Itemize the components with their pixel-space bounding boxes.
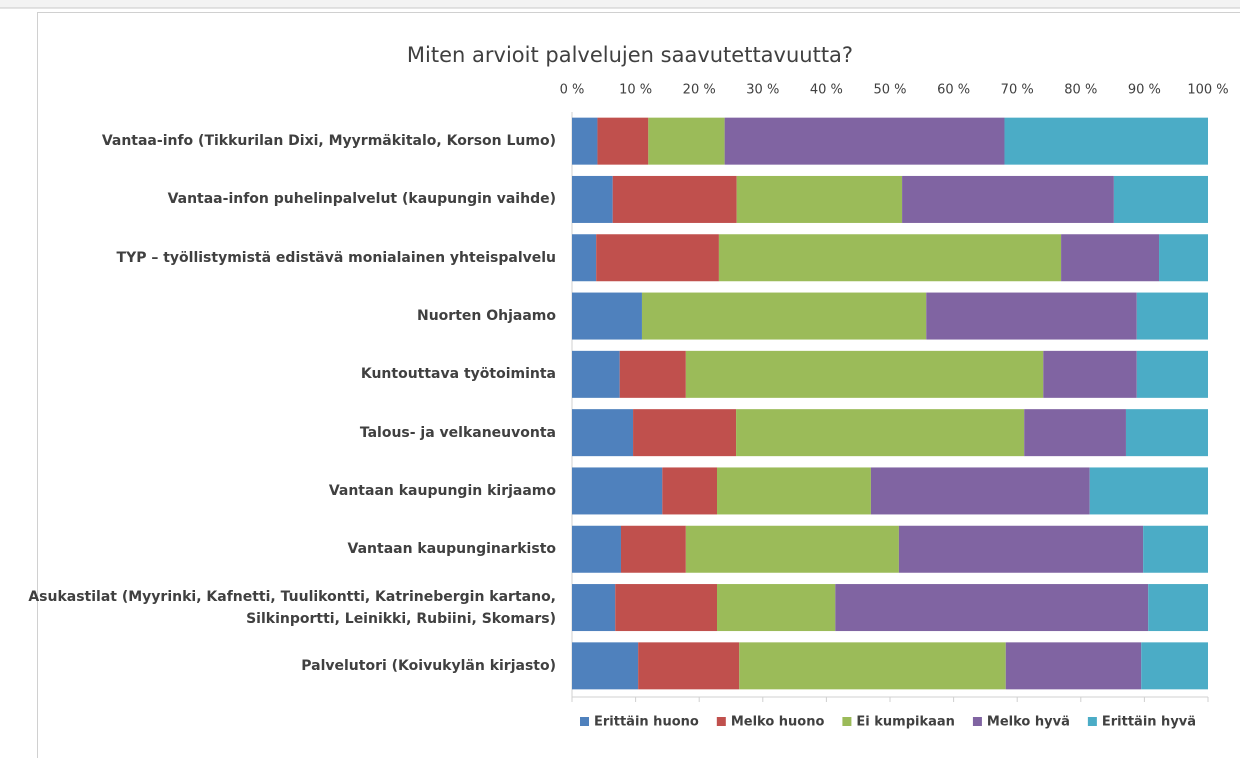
- x-tick-label: 80 %: [1064, 83, 1097, 98]
- bar-segment: [835, 584, 1149, 632]
- x-tick-label: 40 %: [810, 83, 843, 98]
- bar-segment: [718, 234, 1062, 282]
- legend-label: Erittäin huono: [594, 715, 699, 730]
- legend-swatch: [716, 717, 726, 726]
- category-label: Asukastilat (Myyrinki, Kafnetti, Tuuliko…: [28, 588, 556, 627]
- bar-segment: [1136, 350, 1208, 398]
- x-tick-label: 0 %: [560, 83, 585, 98]
- bar-segment: [1004, 117, 1208, 165]
- bar-segment: [641, 292, 927, 340]
- bar-segment: [620, 525, 686, 573]
- bar-segment: [572, 350, 620, 398]
- legend-label: Erittäin hyvä: [1102, 715, 1196, 730]
- bar-segment: [572, 467, 663, 515]
- bar-segment: [1005, 642, 1142, 690]
- x-tick-label: 60 %: [937, 83, 970, 98]
- bar-segment: [724, 117, 1005, 165]
- category-label: Kuntouttava työtoiminta: [360, 366, 556, 383]
- category-label: Palvelutori (Koivukylän kirjasto): [301, 657, 556, 674]
- bar-segment: [572, 525, 621, 573]
- bar-segment: [736, 175, 903, 223]
- x-tick-label: 100 %: [1187, 83, 1228, 98]
- sheet-strip: [0, 0, 1240, 8]
- x-tick-label: 50 %: [873, 83, 906, 98]
- category-label: Vantaan kaupungin kirjaamo: [328, 482, 556, 499]
- chart-title: Miten arvioit palvelujen saavutettavuutt…: [407, 43, 853, 67]
- bar-segment: [685, 350, 1044, 398]
- bar-segment: [1136, 292, 1208, 340]
- bar-segment: [597, 117, 649, 165]
- bar-segment: [736, 409, 1025, 457]
- bar-segment: [612, 175, 737, 223]
- bar-segment: [572, 409, 634, 457]
- bar-segment: [1024, 409, 1126, 457]
- bar-segment: [717, 584, 836, 632]
- legend-swatch: [972, 717, 982, 726]
- x-tick-label: 30 %: [746, 83, 779, 98]
- x-tick-label: 70 %: [1001, 83, 1034, 98]
- bar-segment: [572, 175, 613, 223]
- bar-segment: [717, 467, 871, 515]
- bar-segment: [1148, 584, 1208, 632]
- bar-segment: [898, 525, 1144, 573]
- x-tick-label: 10 %: [619, 83, 652, 98]
- x-tick-label: 90 %: [1128, 83, 1161, 98]
- bar-segment: [1159, 234, 1208, 282]
- legend-swatch: [1087, 717, 1097, 726]
- bar-segment: [739, 642, 1006, 690]
- bar-segment: [1113, 175, 1208, 223]
- bar-segment: [1141, 642, 1208, 690]
- bar-segment: [572, 234, 597, 282]
- bar-segment: [1143, 525, 1208, 573]
- bar-segment: [662, 467, 718, 515]
- bar-segment: [648, 117, 725, 165]
- bar-segment: [615, 584, 718, 632]
- x-tick-label: 20 %: [683, 83, 716, 98]
- category-label: Vantaa-info (Tikkurilan Dixi, Myyrmäkita…: [101, 133, 556, 150]
- legend-label: Melko huono: [731, 715, 825, 730]
- category-label: Vantaan kaupunginarkisto: [347, 541, 556, 558]
- bar-segment: [926, 292, 1137, 340]
- bar-segment: [1125, 409, 1208, 457]
- legend-label: Ei kumpikaan: [856, 715, 955, 730]
- bar-segment: [633, 409, 737, 457]
- bar-segment: [638, 642, 740, 690]
- bar-segment: [1089, 467, 1208, 515]
- category-label: Nuorten Ohjaamo: [416, 308, 556, 325]
- bar-segment: [1043, 350, 1137, 398]
- bar-segment: [572, 292, 642, 340]
- legend-swatch: [580, 717, 589, 726]
- bar-segment: [596, 234, 719, 282]
- bar-segment: [572, 584, 616, 632]
- category-label: TYP – työllistymistä edistävä monialaine…: [116, 249, 556, 266]
- legend-label: Melko hyvä: [987, 715, 1070, 730]
- category-label: Vantaa-infon puhelinpalvelut (kaupungin …: [167, 191, 556, 208]
- bar-segment: [572, 642, 639, 690]
- bar-segment: [685, 525, 899, 573]
- legend-swatch: [842, 717, 852, 726]
- bar-segment: [902, 175, 1114, 223]
- category-label: Talous- ja velkaneuvonta: [359, 424, 556, 441]
- bar-segment: [572, 117, 598, 165]
- bar-segment: [870, 467, 1090, 515]
- bar-segment: [1061, 234, 1160, 282]
- bar-segment: [619, 350, 686, 398]
